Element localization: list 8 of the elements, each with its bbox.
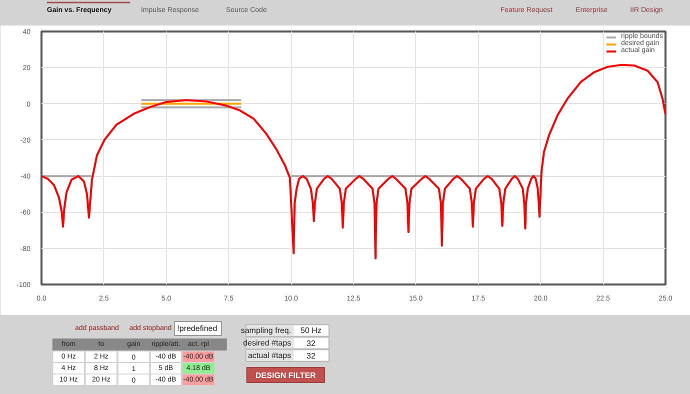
text: 32 — [306, 352, 316, 360]
text: actual #taps — [248, 351, 292, 360]
text: !predefined — [177, 324, 218, 333]
text: desired #taps — [243, 338, 292, 348]
text: sampling freq. — [240, 326, 292, 335]
text: DESIGN FILTER — [256, 371, 316, 380]
text: 50 Hz — [300, 326, 322, 335]
text: 32 — [306, 339, 316, 348]
